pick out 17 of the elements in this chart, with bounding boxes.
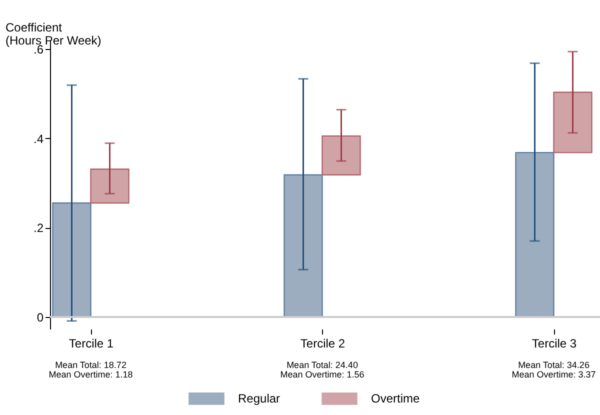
bar: [322, 135, 361, 176]
legend-label: Overtime: [371, 392, 420, 406]
y-tick-label: .4: [33, 132, 44, 146]
bar: [284, 174, 323, 318]
x-tick-label: Tercile 3: [532, 336, 577, 350]
bar: [553, 92, 592, 154]
text: Mean Total: 34.26 Mean Overtime: 3.37: [512, 360, 596, 380]
bar: [515, 152, 554, 318]
x-tick-label: Tercile 2: [300, 336, 346, 350]
y-tick-label: 0: [36, 310, 44, 324]
legend-label: Regular: [238, 392, 280, 406]
bar: [52, 202, 92, 318]
y-tick-label: .2: [33, 221, 44, 236]
x-tick-label: Tercile 1: [68, 336, 114, 350]
text: Mean Total: 24.40 Mean Overtime: 1.56: [280, 360, 364, 380]
bar: [90, 168, 130, 204]
text: Mean Total: 18.72 Mean Overtime: 1.18: [48, 360, 133, 380]
